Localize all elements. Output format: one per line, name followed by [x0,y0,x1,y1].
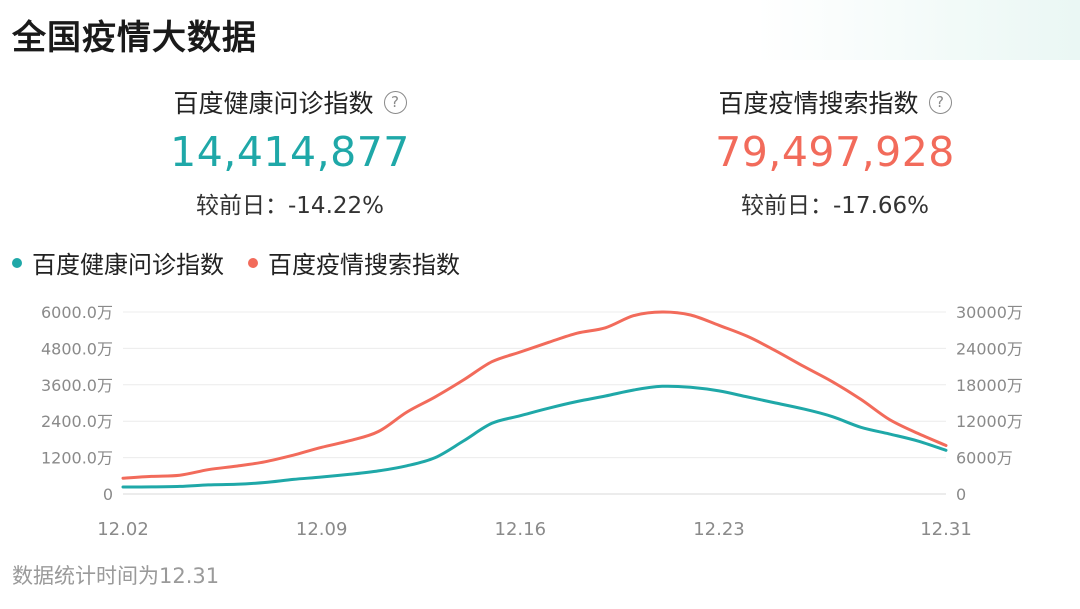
y-right-tick-label: 0 [956,485,966,504]
header-band [0,0,1080,60]
y-left-tick-label: 3600.0万 [41,376,113,395]
legend-label-search: 百度疫情搜索指数 [268,251,460,279]
y-left-tick-label: 4800.0万 [41,339,113,358]
y-left-tick-label: 1200.0万 [41,449,113,468]
stat-value-health: 14,414,877 [170,128,410,176]
series-line-health [121,384,948,489]
y-left-tick-label: 6000.0万 [41,303,113,322]
stat-label-health: 百度健康问诊指数 ? [173,84,407,120]
x-tick-label: 12.31 [920,519,972,540]
legend-item-search[interactable]: 百度疫情搜索指数 [248,245,460,280]
stat-value-search: 79,497,928 [715,128,955,176]
legend-item-health[interactable]: 百度健康问诊指数 [12,245,224,280]
help-icon[interactable]: ? [383,90,407,114]
stat-change-search: 较前日：-17.66% [741,193,929,219]
legend-dot-health [12,257,22,268]
stat-card-search: 百度疫情搜索指数 ? 79,497,928 较前日：-17.66% [655,84,1015,220]
y-right-tick-label: 6000万 [956,449,1013,468]
legend-label-health: 百度健康问诊指数 [32,251,224,279]
series-line-search [121,310,948,480]
x-tick-label: 12.02 [97,519,149,540]
y-right-tick-label: 18000万 [956,376,1023,395]
y-right-tick-label: 24000万 [956,339,1023,358]
y-right-tick-label: 12000万 [956,412,1023,431]
stat-label-search-text: 百度疫情搜索指数 [718,89,919,118]
y-right-tick-label: 30000万 [956,303,1023,322]
y-left-tick-label: 0 [103,485,113,504]
legend-dot-search [248,257,258,268]
page-title: 全国疫情大数据 [12,18,257,58]
x-tick-label: 12.23 [693,519,745,540]
help-icon[interactable]: ? [928,90,952,114]
stat-card-health: 百度健康问诊指数 ? 14,414,877 较前日：-14.22% [110,84,470,220]
stat-label-health-text: 百度健康问诊指数 [173,89,374,118]
stat-label-search: 百度疫情搜索指数 ? [718,84,952,120]
stat-change-health: 较前日：-14.22% [196,193,384,219]
y-left-tick-label: 2400.0万 [41,412,113,431]
x-tick-label: 12.16 [495,519,547,540]
chart-legend: 百度健康问诊指数 百度疫情搜索指数 [12,245,460,280]
footnote: 数据统计时间为12.31 [12,564,220,588]
x-tick-label: 12.09 [296,519,348,540]
line-chart: 0 0 1200.0万 6000万 2400.0万 12000万 3600.0万 18000万… [41,303,1023,540]
